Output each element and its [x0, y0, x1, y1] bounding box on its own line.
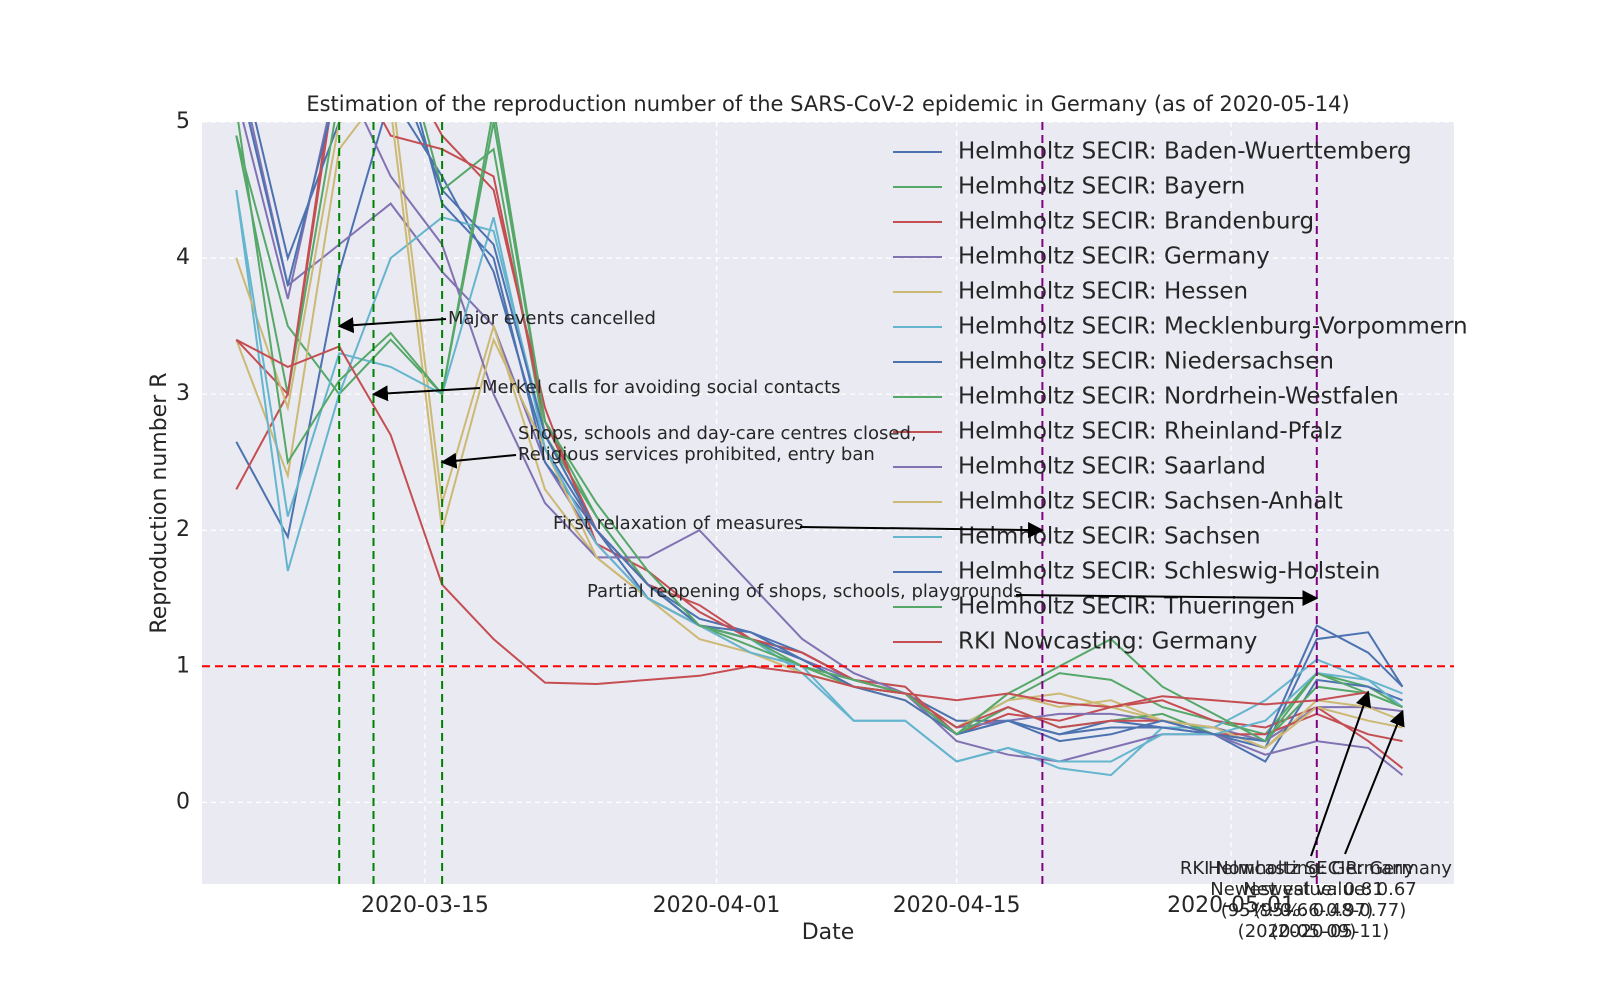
- y-tick-label: 4: [176, 245, 190, 270]
- series-line: [235, 338, 1369, 709]
- legend-label: Helmholtz SECIR: Sachsen-Anhalt: [958, 489, 1343, 515]
- annotation-text: RKI Nowcasting: Germany: [1180, 858, 1415, 879]
- annotation-text: Major events cancelled: [448, 308, 656, 329]
- legend-label: Helmholtz SECIR: Schleswig-Holstein: [958, 559, 1380, 585]
- legend-label: Helmholtz SECIR: Bayern: [958, 174, 1245, 200]
- annotation-arrow: [799, 522, 1044, 539]
- x-tick-label: 2020-04-01: [653, 893, 781, 918]
- annotation-text: Merkel calls for avoiding social contact…: [482, 377, 841, 398]
- y-axis-label: Reproduction number R: [147, 372, 172, 633]
- y-tick-label: 2: [176, 517, 190, 542]
- x-tick-label: 2020-03-15: [361, 893, 489, 918]
- annotation-text: Shops, schools and day-care centres clos…: [518, 423, 917, 444]
- annotation-text: Helmholtz SECIR: Germany: [1208, 858, 1452, 879]
- annotation-text: Partial reopening of shops, schools, pla…: [587, 581, 1023, 602]
- legend-label: Helmholtz SECIR: Rheinland-Pfalz: [958, 419, 1342, 445]
- annotation-text: (2020-05-09): [1238, 921, 1357, 942]
- series-line: [235, 189, 1403, 777]
- y-tick-label: 0: [176, 789, 190, 814]
- annotation-arrow: [1344, 709, 1405, 855]
- legend-label: Helmholtz SECIR: Niedersachsen: [958, 349, 1334, 375]
- annotation-arrow: [440, 452, 517, 469]
- annotation-arrow: [1310, 690, 1372, 857]
- annotation-arrow: [1015, 590, 1319, 607]
- x-tick-label: 2020-05-01: [1167, 893, 1295, 918]
- series-line: [242, 122, 1404, 776]
- y-tick-label: 1: [176, 653, 190, 678]
- y-tick-label: 5: [176, 109, 190, 134]
- legend-label: RKI Nowcasting: Germany: [958, 629, 1257, 655]
- annotation-text: Newest value: 0.81: [1210, 879, 1384, 900]
- legend-label: Helmholtz SECIR: Sachsen: [958, 524, 1261, 550]
- annotation-arrow: [371, 385, 481, 402]
- x-tick-label: 2020-04-15: [893, 893, 1021, 918]
- annotation-arrow: [337, 317, 447, 334]
- annotation-text: Newest value: 0.67: [1243, 879, 1417, 900]
- legend-label: Helmholtz SECIR: Mecklenburg-Vorpommern: [958, 314, 1468, 340]
- legend-label: Helmholtz SECIR: Brandenburg: [958, 209, 1314, 235]
- x-axis-label: Date: [802, 920, 855, 945]
- series-line: [237, 122, 1403, 743]
- annotation-text: (2020-05-11): [1271, 921, 1390, 942]
- series-line: [250, 122, 1403, 743]
- legend-label: Helmholtz SECIR: Baden-Wuerttemberg: [958, 139, 1412, 165]
- y-tick-label: 3: [176, 381, 190, 406]
- annotation-text: Religious services prohibited, entry ban: [518, 444, 875, 465]
- legend-label: Helmholtz SECIR: Saarland: [958, 454, 1266, 480]
- chart-title: Estimation of the reproduction number of…: [306, 92, 1349, 116]
- legend-label: Helmholtz SECIR: Nordrhein-Westfalen: [958, 384, 1399, 410]
- annotation-text: First relaxation of measures: [553, 513, 804, 534]
- annotation-text: (95%: 0.66-0.97): [1221, 900, 1374, 921]
- annotation-text: (95%: 0.48-0.77): [1254, 900, 1407, 921]
- legend-label: Helmholtz SECIR: Hessen: [958, 279, 1248, 305]
- legend-label: Helmholtz SECIR: Germany: [958, 244, 1270, 270]
- series-line: [235, 189, 1404, 763]
